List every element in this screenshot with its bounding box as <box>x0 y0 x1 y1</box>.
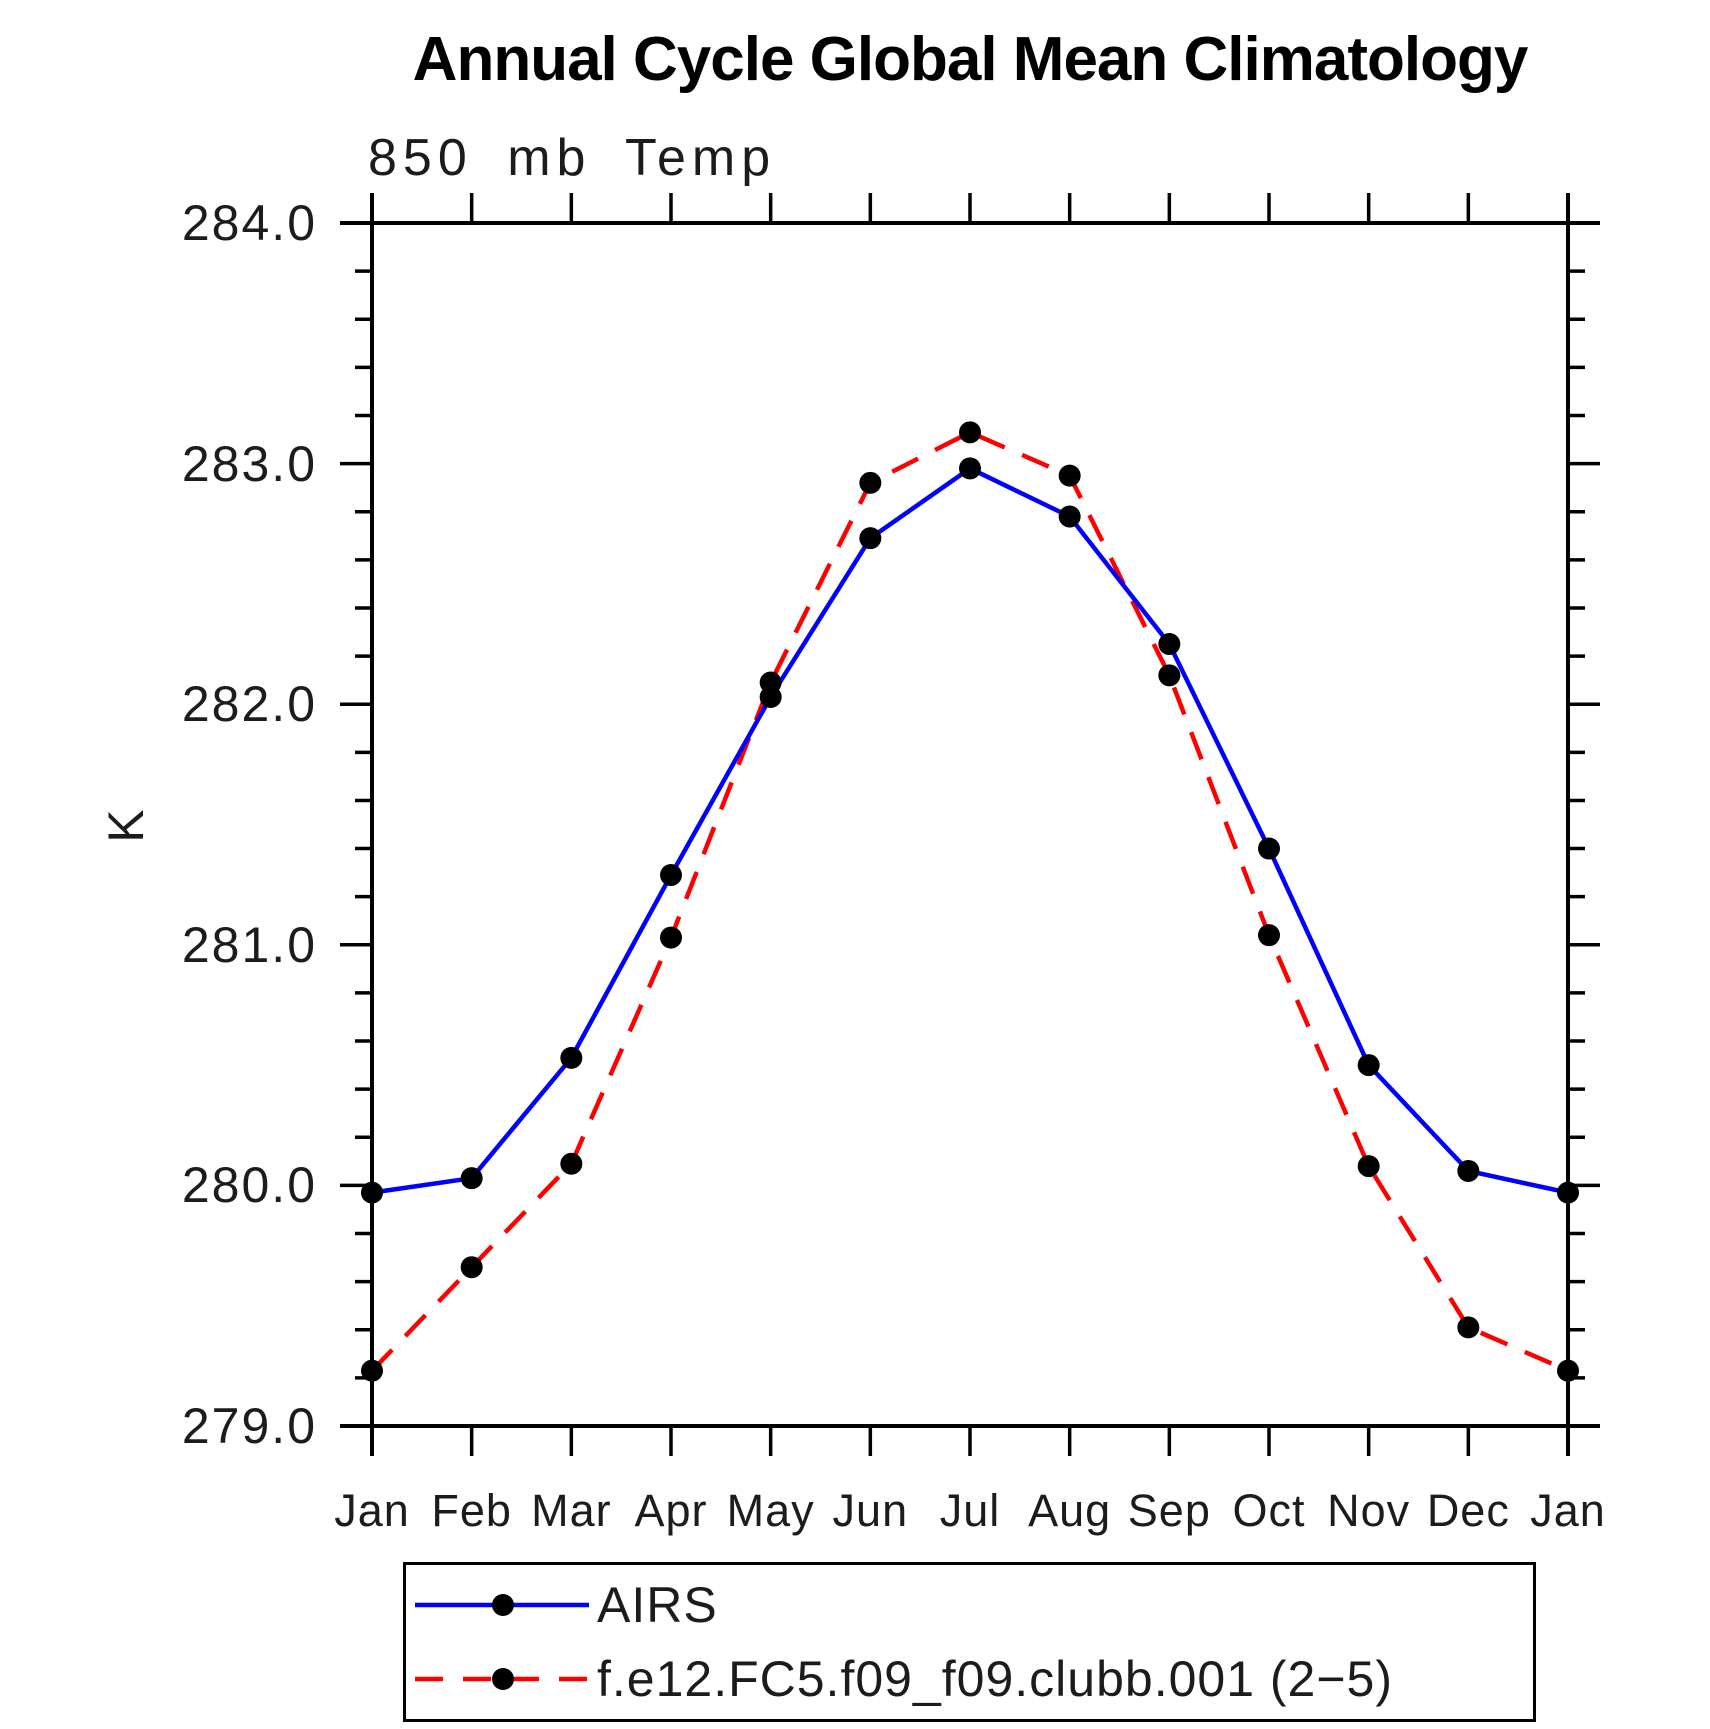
model-data-point-marker <box>859 471 882 494</box>
model-data-point-marker <box>959 421 981 444</box>
x-tick-label: Oct <box>1232 1485 1306 1536</box>
legend-label-model: f.e12.FC5.f09_f09.clubb.001 (2−5) <box>597 1651 1394 1708</box>
y-tick-label: 283.0 <box>181 435 317 492</box>
y-tick-label: 280.0 <box>181 1157 317 1214</box>
model-data-point-marker <box>460 1256 483 1279</box>
model-data-point-marker <box>1457 1316 1480 1339</box>
chart-subtitle: 850 mb Temp <box>368 129 777 187</box>
airs-data-point-marker <box>1557 1181 1579 1204</box>
model-line <box>370 429 1569 1373</box>
airs-data-point-marker <box>1357 1054 1380 1077</box>
airs-data-point-marker <box>859 527 882 550</box>
x-tick-label: Feb <box>431 1485 512 1536</box>
airs-data-point-marker <box>759 685 782 708</box>
x-tick-label: Jun <box>832 1485 909 1536</box>
model-data-point-marker <box>660 926 682 949</box>
legend-label-airs: AIRS <box>597 1576 718 1633</box>
airs-data-point-marker <box>361 1181 383 1204</box>
legend-row-model: f.e12.FC5.f09_f09.clubb.001 (2−5) <box>406 1644 1533 1714</box>
legend: AIRS f.e12.FC5.f09_f09.clubb.001 (2−5) <box>403 1562 1536 1722</box>
airs-data-point-marker <box>660 864 682 887</box>
model-data-point-marker <box>1058 464 1081 487</box>
x-tick-label: Mar <box>531 1485 612 1536</box>
airs-data-point-marker <box>560 1046 583 1069</box>
legend-sample-model <box>415 1668 589 1691</box>
y-tick-label: 279.0 <box>181 1398 317 1454</box>
legend-sample-airs <box>415 1593 589 1616</box>
airs-data-point-marker <box>959 457 981 480</box>
model-data-point-marker <box>361 1359 383 1382</box>
airs-data-point-marker <box>1158 633 1181 656</box>
airs-data-point-marker <box>460 1167 483 1190</box>
legend-marker-icon <box>492 1593 514 1616</box>
legend-marker-icon <box>492 1668 514 1691</box>
airs-data-point-marker <box>1457 1159 1480 1182</box>
x-tick-label: Apr <box>634 1485 708 1536</box>
model-data-point-marker <box>1557 1359 1579 1382</box>
x-tick-label: Aug <box>1028 1485 1112 1536</box>
chart-title: Annual Cycle Global Mean Climatology <box>412 25 1529 94</box>
y-tick-label: 281.0 <box>181 916 317 973</box>
x-tick-label: May <box>726 1485 815 1536</box>
x-tick-label: Nov <box>1327 1485 1411 1536</box>
x-tick-label: Jul <box>939 1485 1001 1536</box>
airs-line <box>371 465 1569 1195</box>
model-data-point-marker <box>560 1152 583 1175</box>
model-data-point-marker <box>1158 664 1181 687</box>
model-data-point-marker <box>1357 1155 1380 1178</box>
airs-data-point-marker <box>1058 505 1081 528</box>
legend-row-airs: AIRS <box>406 1570 1533 1640</box>
x-tick-label: Jan <box>1530 1485 1606 1536</box>
x-tick-label: Dec <box>1426 1485 1510 1536</box>
x-tick-label: Sep <box>1127 1485 1211 1536</box>
x-tick-label: Jan <box>334 1485 410 1536</box>
y-tick-label: 282.0 <box>181 676 317 733</box>
model-data-point-marker <box>1258 924 1280 947</box>
y-tick-label: 284.0 <box>181 195 317 251</box>
airs-data-point-marker <box>1258 837 1280 860</box>
